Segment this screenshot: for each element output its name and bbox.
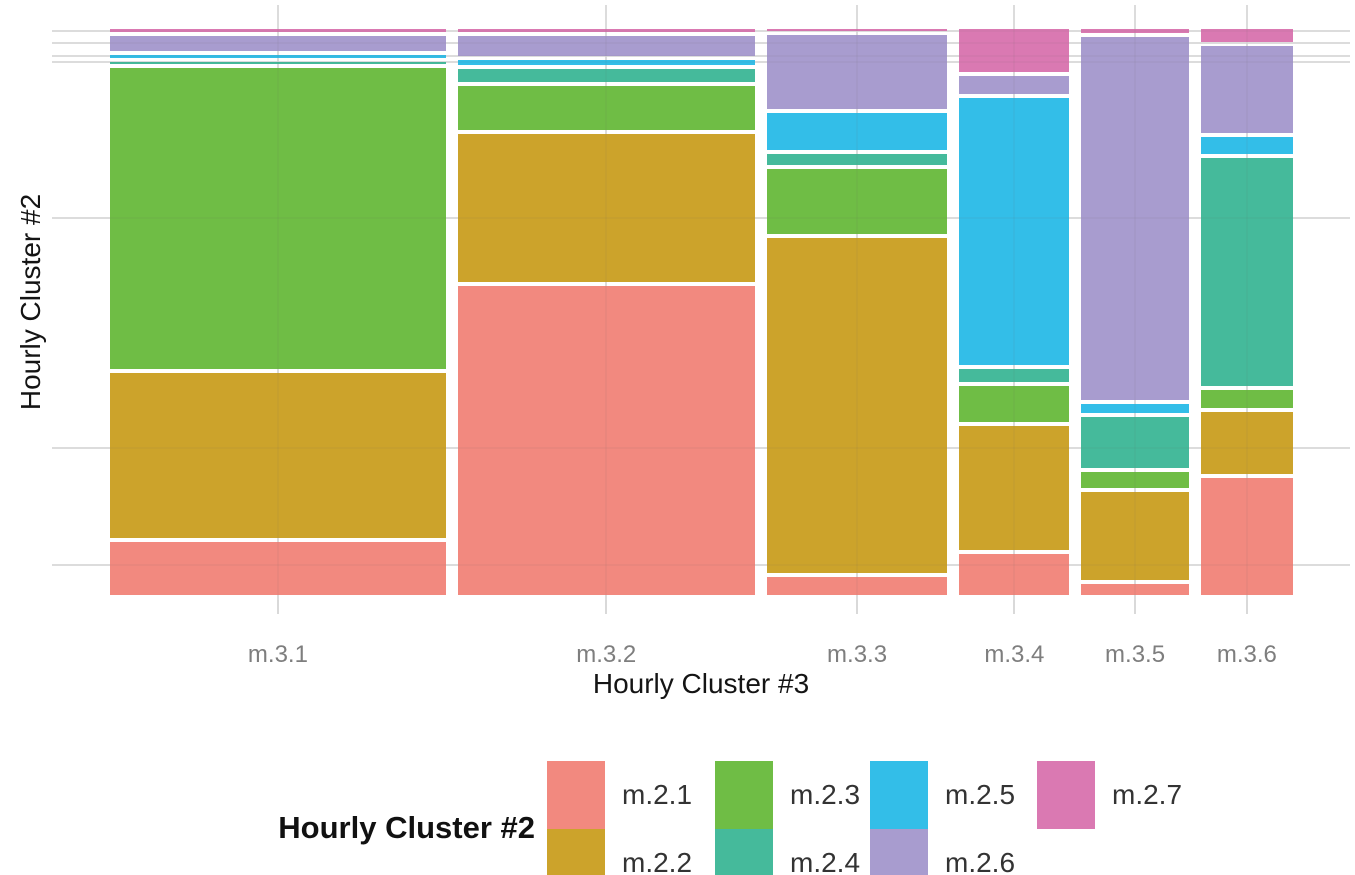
- x-tick-label: m.3.5: [1105, 641, 1166, 668]
- mosaic-segment-m.3.5-m.2.7: [1081, 29, 1189, 33]
- h-gridline-overlay: [52, 30, 1350, 33]
- mosaic-segment-m.3.5-m.2.5: [1081, 403, 1189, 413]
- mosaic-column-m.3.5: [1081, 29, 1189, 595]
- mosaic-segment-m.3.2-m.2.6: [457, 36, 755, 57]
- mosaic-segment-m.3.4-m.2.1: [959, 553, 1070, 595]
- mosaic-segment-m.3.5-m.2.4: [1081, 417, 1189, 469]
- y-axis-title: Hourly Cluster #2: [15, 193, 46, 411]
- mosaic-segment-m.3.5-m.2.2: [1081, 492, 1189, 580]
- legend-label-m.2.1: m.2.1: [622, 779, 693, 810]
- mosaic-segment-m.3.3-m.2.1: [766, 576, 948, 595]
- x-tick: [276, 600, 279, 614]
- mosaic-column-m.3.4: [959, 29, 1070, 595]
- mosaic-segment-m.3.2-m.2.2: [457, 134, 755, 282]
- mosaic-column-m.3.3: [766, 29, 948, 595]
- h-gridline-overlay: [52, 60, 1350, 63]
- x-axis-title: Hourly Cluster #3: [592, 668, 810, 699]
- h-gridline-overlay: [52, 42, 1350, 45]
- h-gridline-overlay: [52, 55, 1350, 58]
- x-tick-label: m.3.2: [576, 641, 637, 668]
- legend-label-m.2.6: m.2.6: [945, 847, 1016, 875]
- mosaic-segment-m.3.6-m.2.6: [1200, 46, 1293, 134]
- x-tick-label: m.3.1: [247, 641, 308, 668]
- v-gridline-overlay: [1134, 5, 1137, 600]
- mosaic-segment-m.3.6-m.2.5: [1200, 137, 1293, 155]
- mosaic-segment-m.3.3-m.2.5: [766, 113, 948, 151]
- legend-key-m.2.3: [715, 761, 773, 829]
- mosaic-segment-m.3.1-m.2.2: [110, 372, 446, 539]
- mosaic-segment-m.3.1-m.2.4: [110, 62, 446, 65]
- legend-label-m.2.2: m.2.2: [622, 847, 693, 875]
- legend-label-m.2.7: m.2.7: [1112, 779, 1183, 810]
- x-tick: [1013, 600, 1016, 614]
- mosaic-segment-m.3.2-m.2.7: [457, 29, 755, 33]
- x-tick-label: m.3.3: [827, 641, 888, 668]
- v-gridline-overlay: [605, 5, 608, 600]
- mosaic-segment-m.3.3-m.2.7: [766, 29, 948, 31]
- v-gridline-overlay: [1013, 5, 1016, 600]
- mosaic-segment-m.3.6-m.2.3: [1200, 390, 1293, 408]
- legend-label-m.2.5: m.2.5: [945, 779, 1016, 810]
- legend-key-m.2.6: [870, 829, 928, 875]
- legend-key-m.2.5: [870, 761, 928, 829]
- mosaic-column-m.3.1: [110, 29, 446, 595]
- legend-key-m.2.1: [547, 761, 605, 829]
- mosaic-segment-m.3.4-m.2.3: [959, 385, 1070, 423]
- mosaic-column-m.3.2: [457, 29, 755, 595]
- v-gridline-overlay: [1245, 5, 1248, 600]
- v-gridline-overlay: [276, 5, 279, 600]
- mosaic-segment-m.3.6-m.2.1: [1200, 477, 1293, 595]
- h-gridline-overlay: [52, 446, 1350, 449]
- mosaic-segment-m.3.4-m.2.7: [959, 29, 1070, 73]
- x-tick: [1134, 600, 1137, 614]
- mosaic-segment-m.3.6-m.2.7: [1200, 29, 1293, 43]
- mosaic-segment-m.3.2-m.2.3: [457, 86, 755, 130]
- x-tick: [856, 600, 859, 614]
- mosaic-segment-m.3.6-m.2.2: [1200, 411, 1293, 474]
- mosaic-segment-m.3.2-m.2.5: [457, 60, 755, 66]
- mosaic-segment-m.3.1-m.2.6: [110, 36, 446, 52]
- mosaic-segment-m.3.3-m.2.4: [766, 154, 948, 165]
- mosaic-segment-m.3.1-m.2.1: [110, 542, 446, 595]
- legend-key-m.2.4: [715, 829, 773, 875]
- mosaic-segment-m.3.5-m.2.6: [1081, 36, 1189, 400]
- legend-title: Hourly Cluster #2: [278, 810, 535, 845]
- mosaic-segment-m.3.5-m.2.3: [1081, 472, 1189, 489]
- mosaic-segment-m.3.4-m.2.4: [959, 368, 1070, 382]
- x-tick: [1245, 600, 1248, 614]
- mosaic-segment-m.3.4-m.2.2: [959, 426, 1070, 550]
- legend-key-m.2.2: [547, 829, 605, 875]
- legend-label-m.2.3: m.2.3: [790, 779, 861, 810]
- h-gridline-overlay: [52, 217, 1350, 220]
- mosaic-segment-m.3.1-m.2.7: [110, 29, 446, 33]
- mosaic-segment-m.3.3-m.2.3: [766, 168, 948, 234]
- mosaic-segment-m.3.4-m.2.6: [959, 76, 1070, 94]
- mosaic-column-m.3.6: [1200, 29, 1293, 595]
- x-tick: [605, 600, 608, 614]
- mosaic-segment-m.3.2-m.2.1: [457, 285, 755, 595]
- x-tick-label: m.3.4: [984, 641, 1045, 668]
- legend-label-m.2.4: m.2.4: [790, 847, 861, 875]
- mosaic-segment-m.3.1-m.2.3: [110, 68, 446, 369]
- mosaic-segment-m.3.3-m.2.2: [766, 237, 948, 573]
- mosaic-segment-m.3.3-m.2.6: [766, 34, 948, 110]
- v-gridline-overlay: [856, 5, 859, 600]
- legend-key-m.2.7: [1037, 761, 1095, 829]
- mosaic-segment-m.3.5-m.2.1: [1081, 583, 1189, 595]
- mosaic-segment-m.3.6-m.2.4: [1200, 158, 1293, 387]
- x-tick-label: m.3.6: [1216, 641, 1277, 668]
- mosaic-segment-m.3.1-m.2.5: [110, 55, 446, 59]
- h-gridline-overlay: [52, 564, 1350, 566]
- mosaic-segment-m.3.2-m.2.4: [457, 69, 755, 83]
- plot-panel: [52, 5, 1350, 600]
- mosaic-segment-m.3.4-m.2.5: [959, 97, 1070, 365]
